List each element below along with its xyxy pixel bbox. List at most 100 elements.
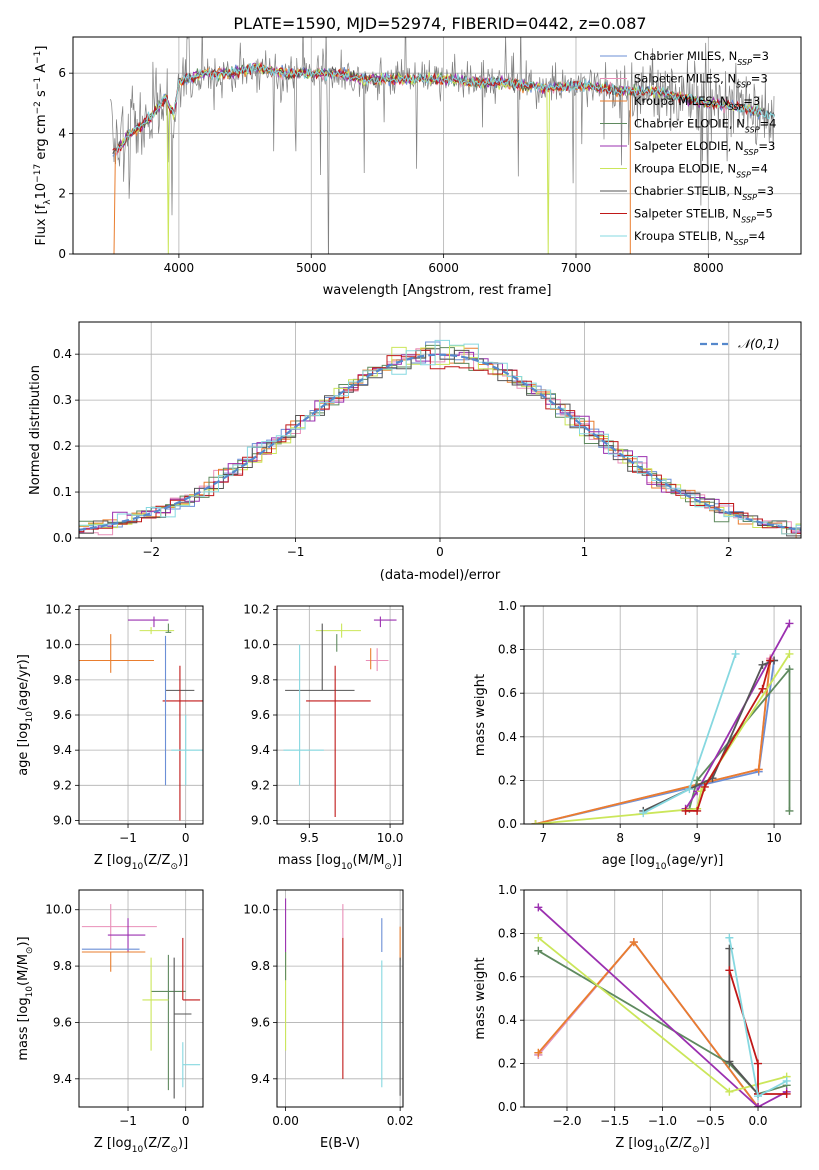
spectrum-legend: Chabrier MILES, NSSP=3 Salpeter MILES, NS… xyxy=(600,49,776,247)
x-tick-label: 2 xyxy=(725,545,733,559)
y-tick-label: 0.2 xyxy=(498,1057,517,1071)
weight-marker xyxy=(700,782,709,791)
y-tick-label: 9.8 xyxy=(251,959,270,973)
axes-frame xyxy=(78,321,802,539)
age-vs-mass-marks xyxy=(283,616,397,817)
histogram-step-4 xyxy=(79,351,801,533)
weight-marker xyxy=(758,684,767,693)
weight-vs-z-panel: −2.0 −1.5 −1.0 −0.5 0.0 0.0 0.2 0.4 0.6 0.8 1.0 Z [… xyxy=(473,883,802,1155)
histogram-step-8 xyxy=(79,339,801,535)
y-tick-label: 4 xyxy=(58,126,66,140)
age-vs-mass-panel: 9.5 10.0 9.0 9.2 9.4 9.6 9.8 10.0 10.2 mass [log1… xyxy=(243,603,404,872)
y-tick-label: 9.2 xyxy=(53,778,72,792)
errorbar-point xyxy=(139,627,175,635)
weight-vs-age-panel: 7 8 9 10 0.0 0.2 0.4 0.6 0.8 1.0 age [log10(age/yr… xyxy=(473,599,802,872)
weight-marker xyxy=(782,1076,791,1085)
x-tick-label: −1.0 xyxy=(648,1114,677,1128)
errorbar-point xyxy=(373,616,397,628)
legend-entry: Salpeter STELIB, NSSP=5 xyxy=(634,207,773,225)
x-tick-label: 8000 xyxy=(693,261,724,275)
weight-series-line xyxy=(535,658,772,824)
weight-marker xyxy=(693,776,702,785)
y-tick-label: 9.2 xyxy=(251,778,270,792)
errorbar-point xyxy=(306,665,371,817)
errorbar-point xyxy=(285,623,355,691)
y-tick-label: 9.0 xyxy=(53,813,72,827)
y-tick-label: 0 xyxy=(58,247,66,261)
x-tick-label: −1.5 xyxy=(600,1114,629,1128)
legend-entry: Chabrier ELODIE, NSSP=4 xyxy=(634,117,776,135)
weight-series-line xyxy=(537,940,759,1107)
weight-marker xyxy=(681,806,690,815)
x-tick-label: −1 xyxy=(287,545,305,559)
y-axis-label: mass weight xyxy=(473,674,488,756)
errorbar-point xyxy=(315,623,361,638)
weight-marker xyxy=(785,649,794,658)
x-tick-label: 1 xyxy=(581,545,589,559)
y-tick-label: 9.4 xyxy=(53,743,72,757)
x-tick-label: −0.5 xyxy=(696,1114,725,1128)
y-tick-label: 6 xyxy=(58,66,66,80)
errorbar-point xyxy=(182,937,201,1001)
y-axis-label: Normed distribution xyxy=(28,365,43,495)
y-tick-label: 10.2 xyxy=(243,603,270,617)
y-tick-label: 0.3 xyxy=(53,393,72,407)
axes-frame xyxy=(72,36,802,255)
weight-marker xyxy=(629,938,638,947)
weight-marker xyxy=(693,806,702,815)
mass-vs-z-panel: −1 0 9.4 9.6 9.8 10.0 Z [log10(Z/Z⊙)] mass [log… xyxy=(16,889,204,1155)
y-tick-label: 9.4 xyxy=(53,1072,72,1086)
y-tick-label: 2 xyxy=(58,187,66,201)
axes-frame xyxy=(78,605,204,825)
y-axis-label: mass weight xyxy=(473,957,488,1039)
histogram-step-1 xyxy=(79,348,801,536)
weight-marker xyxy=(685,785,694,794)
x-tick-label: 0 xyxy=(436,545,444,559)
legend-entry: Chabrier MILES, NSSP=3 xyxy=(634,49,769,67)
x-axis-label: E(B-V) xyxy=(320,1136,360,1151)
weight-marker xyxy=(534,946,543,955)
legend-entry: Salpeter MILES, NSSP=3 xyxy=(634,72,768,90)
weight-vs-age-marks xyxy=(531,619,794,824)
errorbar-point xyxy=(151,954,186,1091)
errorbar-point xyxy=(171,715,203,786)
weight-marker xyxy=(782,1089,791,1098)
y-tick-label: 9.4 xyxy=(251,1072,270,1086)
y-tick-label: 9.8 xyxy=(53,959,72,973)
y-tick-label: 9.8 xyxy=(251,673,270,687)
y-tick-label: 0.2 xyxy=(498,773,517,787)
y-tick-label: 0.2 xyxy=(53,439,72,453)
axes-frame xyxy=(276,889,404,1108)
weight-series-line xyxy=(642,659,775,812)
y-tick-label: 0.1 xyxy=(53,485,72,499)
age-vs-z-marks xyxy=(79,616,203,821)
axes-frame xyxy=(78,889,204,1108)
y-tick-label: 10.2 xyxy=(45,603,72,617)
y-axis-label: Flux [fλ10−17 erg cm−2 s−1 A−1] xyxy=(33,46,53,246)
axes-frame xyxy=(523,605,802,825)
y-tick-label: 1.0 xyxy=(498,883,517,897)
weight-marker xyxy=(725,1057,734,1066)
weight-marker xyxy=(534,1048,543,1057)
residuals-marks xyxy=(79,339,801,538)
y-tick-label: 0.4 xyxy=(498,730,517,744)
weight-marker xyxy=(639,809,648,818)
errorbar-point xyxy=(283,644,324,786)
errorbar-point xyxy=(165,623,172,633)
errorbar-point xyxy=(107,918,146,952)
x-tick-label: 0 xyxy=(182,831,190,845)
histogram-step-5 xyxy=(79,345,801,529)
weight-series-line xyxy=(537,940,759,1107)
y-tick-label: 10.0 xyxy=(243,638,270,652)
histogram-step-2 xyxy=(79,347,801,538)
x-axis-label: age [log10(age/yr)] xyxy=(602,853,724,872)
y-tick-label: 9.6 xyxy=(251,708,270,722)
errorbar-point xyxy=(162,665,203,821)
weight-marker xyxy=(534,903,543,912)
y-tick-label: 9.6 xyxy=(251,1015,270,1029)
x-tick-label: −1 xyxy=(119,1114,137,1128)
y-tick-label: 10.0 xyxy=(45,903,72,917)
y-tick-label: 9.6 xyxy=(53,708,72,722)
y-tick-label: 9.8 xyxy=(53,673,72,687)
